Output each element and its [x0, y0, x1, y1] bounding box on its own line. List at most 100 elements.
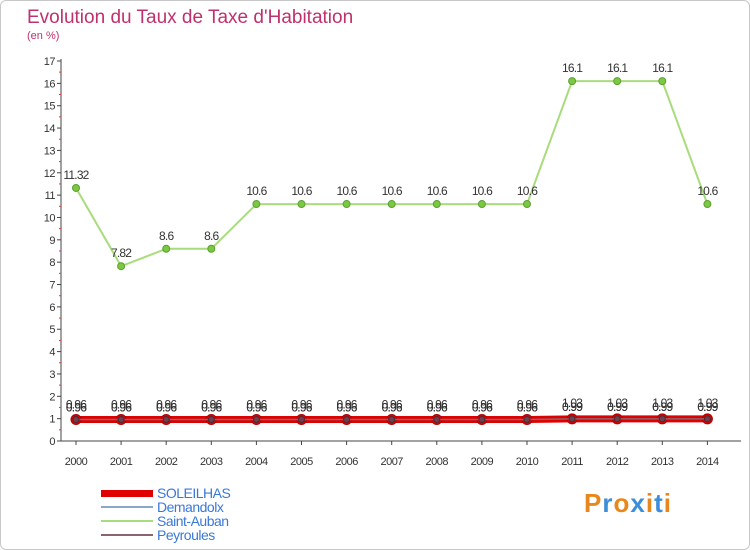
- data-point-peyroules: [658, 415, 666, 423]
- data-label-peyroules: 0.96: [156, 401, 177, 415]
- data-label-peyroules: 0.96: [111, 401, 132, 415]
- data-label-demandolx: 1.03: [607, 396, 628, 410]
- y-tick-label: 5: [49, 324, 55, 336]
- data-label-saint-auban: 10.6: [382, 184, 403, 198]
- legend-item-soleilhas: SOLEILHAS: [101, 485, 231, 501]
- data-point-peyroules: [343, 416, 351, 424]
- data-label-soleilhas: 0.96: [156, 401, 177, 415]
- data-label-demandolx: 0.96: [517, 398, 538, 412]
- x-tick-label: 2007: [380, 456, 403, 468]
- x-tick-label: 2014: [696, 456, 719, 468]
- data-label-peyroules: 0.96: [472, 401, 493, 415]
- y-tick-label: 0: [49, 436, 55, 448]
- data-label-peyroules: 0.96: [291, 401, 312, 415]
- data-label-saint-auban: 10.6: [246, 184, 267, 198]
- logo-letter: i: [663, 488, 672, 518]
- logo-letter: o: [613, 488, 631, 518]
- data-point-peyroules: [388, 416, 396, 424]
- data-label-peyroules: 0.99: [562, 400, 583, 414]
- data-point-peyroules: [703, 415, 711, 423]
- data-label-saint-auban: 7.82: [111, 246, 132, 260]
- data-label-peyroules: 0.96: [201, 401, 222, 415]
- data-label-demandolx: 0.96: [156, 398, 177, 412]
- legend-swatch: [101, 489, 153, 497]
- y-tick-label: 15: [44, 101, 56, 113]
- data-label-demandolx: 0.96: [382, 398, 403, 412]
- data-label-demandolx: 0.96: [66, 398, 87, 412]
- data-point-saint-auban: [252, 200, 261, 209]
- y-tick-label: 14: [44, 123, 56, 135]
- data-label-peyroules: 0.96: [337, 401, 358, 415]
- data-label-soleilhas: 0.96: [517, 401, 538, 415]
- data-label-demandolx: 1.03: [652, 396, 673, 410]
- x-tick-label: 2012: [606, 456, 629, 468]
- logo-letter: t: [654, 488, 664, 518]
- data-point-peyroules: [478, 416, 486, 424]
- data-point-peyroules: [252, 416, 260, 424]
- x-tick-label: 2005: [290, 456, 313, 468]
- data-point-peyroules: [298, 416, 305, 424]
- y-tick-label: 17: [44, 56, 56, 68]
- data-label-soleilhas: 0.96: [382, 401, 403, 415]
- data-point-peyroules: [207, 416, 215, 424]
- data-point-saint-auban: [658, 77, 667, 86]
- x-tick-label: 2003: [200, 456, 223, 468]
- x-tick-label: 2000: [65, 456, 88, 468]
- data-point-peyroules: [523, 416, 531, 424]
- data-label-peyroules: 0.99: [652, 400, 673, 414]
- y-tick-label: 11: [45, 190, 56, 202]
- data-point-peyroules: [72, 416, 80, 424]
- legend-item-demandolx: Demandolx: [101, 499, 230, 515]
- data-label-peyroules: 0.96: [66, 401, 87, 415]
- data-label-demandolx: 0.96: [337, 398, 358, 412]
- data-point-saint-auban: [297, 200, 306, 209]
- legend-swatch: [101, 520, 153, 522]
- data-point-peyroules: [117, 416, 125, 424]
- data-label-saint-auban: 11.32: [63, 168, 89, 182]
- data-label-saint-auban: 10.6: [337, 184, 358, 198]
- data-label-soleilhas: 0.96: [201, 401, 222, 415]
- x-tick-label: 2011: [561, 456, 583, 468]
- data-label-demandolx: 0.96: [201, 398, 222, 412]
- data-label-saint-auban: 10.6: [472, 184, 493, 198]
- data-label-demandolx: 0.96: [246, 398, 267, 412]
- logo-letter: x: [630, 488, 646, 518]
- data-point-saint-auban: [207, 244, 216, 253]
- x-tick-label: 2004: [245, 456, 268, 468]
- y-tick-label: 13: [44, 145, 56, 157]
- data-point-saint-auban: [477, 200, 486, 209]
- data-label-soleilhas: 0.96: [66, 401, 87, 415]
- x-tick-label: 2010: [516, 456, 539, 468]
- y-tick-label: 1: [49, 414, 55, 426]
- data-label-saint-auban: 10.6: [517, 184, 538, 198]
- data-label-peyroules: 0.96: [517, 401, 538, 415]
- data-point-peyroules: [568, 415, 576, 423]
- data-label-demandolx: 0.96: [427, 398, 448, 412]
- legend-item-saint-auban: Saint-Auban: [101, 513, 230, 529]
- y-tick-label: 12: [44, 168, 56, 180]
- data-point-peyroules: [162, 416, 170, 424]
- data-label-demandolx: 0.96: [111, 398, 132, 412]
- x-tick-label: 2009: [471, 456, 494, 468]
- legend-label: Saint-Auban: [157, 513, 229, 529]
- data-point-saint-auban: [523, 200, 531, 209]
- data-label-soleilhas: 0.96: [246, 401, 267, 415]
- x-tick-label: 2006: [335, 456, 358, 468]
- data-point-saint-auban: [117, 262, 126, 271]
- data-point-peyroules: [433, 416, 441, 424]
- y-tick-label: 16: [44, 78, 56, 90]
- logo-letter: r: [602, 488, 614, 518]
- data-point-saint-auban: [342, 200, 351, 209]
- data-label-demandolx: 0.96: [472, 398, 493, 412]
- y-tick-label: 9: [49, 235, 55, 247]
- y-tick-label: 10: [44, 212, 56, 224]
- data-label-saint-auban: 10.6: [427, 184, 448, 198]
- legend-label: Demandolx: [157, 499, 224, 515]
- data-point-saint-auban: [613, 77, 622, 86]
- data-label-peyroules: 0.99: [697, 400, 718, 414]
- data-label-demandolx: 1.03: [562, 396, 583, 410]
- y-tick-label: 8: [49, 257, 55, 269]
- data-label-soleilhas: 0.96: [427, 401, 448, 415]
